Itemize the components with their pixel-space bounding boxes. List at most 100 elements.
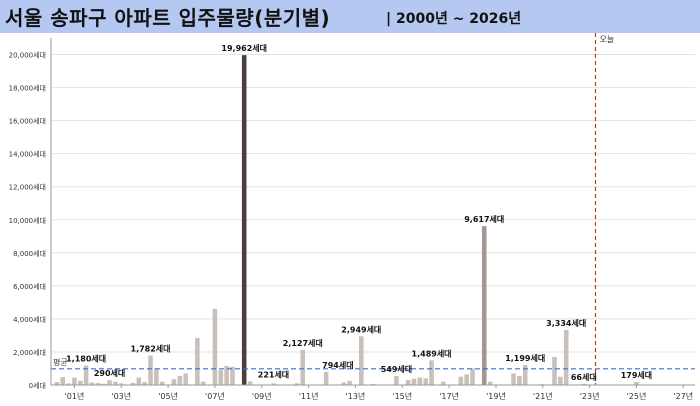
data-label: 1,180세대: [66, 354, 106, 364]
y-tick-label: 8,000세대: [13, 249, 46, 258]
bar: [394, 375, 399, 385]
bar: [405, 380, 411, 385]
bar: [113, 381, 118, 385]
x-tick-label: '19년: [486, 391, 506, 401]
bar: [429, 360, 434, 385]
chart-subtitle: | 2000년 ~ 2026년: [386, 11, 522, 27]
data-label: 794세대: [322, 360, 353, 370]
y-tick-label: 12,000세대: [9, 183, 46, 192]
bar: [511, 373, 516, 385]
title-bar: 서울 송파구 아파트 입주물량(분기별) | 2000년 ~ 2026년: [0, 0, 700, 33]
bar: [552, 356, 557, 385]
bar: [183, 373, 188, 385]
x-tick-label: '11년: [299, 391, 319, 401]
data-label: 1,782세대: [131, 344, 171, 354]
bar: [72, 377, 77, 385]
data-label: 549세대: [381, 364, 412, 374]
bar: [294, 383, 300, 385]
bar-chart: 평균 오늘 1,180세대 290세대 1,782세대 19,962세대 221세대 2,1…: [9, 33, 695, 401]
bar: [77, 380, 83, 385]
bar: [224, 365, 229, 385]
data-label: 9,617세대: [464, 214, 504, 224]
bar: [487, 381, 493, 385]
bar: [54, 382, 60, 385]
bar: [60, 377, 65, 385]
data-label: 2,127세대: [283, 338, 323, 348]
grid-layer: [51, 54, 695, 386]
x-tick-label: '15년: [392, 391, 412, 401]
bar: [195, 337, 200, 385]
bar: [136, 377, 142, 385]
x-tick-label: '01년: [65, 391, 85, 401]
data-label: 221세대: [258, 369, 289, 379]
bar: [130, 382, 136, 385]
bar: [634, 382, 639, 385]
x-tick-label: '17년: [439, 391, 459, 401]
bar: [241, 55, 247, 386]
y-tick-label: 16,000세대: [9, 117, 46, 126]
bar: [522, 365, 528, 385]
bar: [323, 371, 329, 385]
average-label: 평균: [53, 357, 68, 367]
bar: [148, 355, 153, 385]
data-label: 19,962세대: [221, 43, 267, 53]
bar: [481, 226, 487, 385]
bar: [154, 368, 159, 385]
axis-layer: 0세대 2,000세대 4,000세대 6,000세대 8,000세대 10,000세대 1…: [9, 38, 695, 401]
chart-title: 서울 송파구 아파트 입주물량(분기별): [5, 6, 331, 30]
bar: [417, 377, 423, 385]
today-label: 오늘: [599, 35, 614, 44]
data-label: 66세대: [571, 372, 597, 382]
bar: [142, 382, 147, 385]
bar: [171, 379, 177, 385]
bar: [411, 378, 417, 385]
data-label-layer: 1,180세대 290세대 1,782세대 19,962세대 221세대 2,127세대 7…: [66, 43, 652, 382]
data-label: 1,489세대: [412, 348, 452, 358]
bar: [230, 366, 235, 385]
bar: [458, 376, 464, 385]
bar: [95, 383, 101, 385]
bar: [423, 378, 428, 385]
bar: [300, 349, 306, 385]
reference-layer: 평균 오늘: [51, 33, 695, 385]
data-label: 2,949세대: [341, 324, 381, 334]
data-label: 179세대: [621, 370, 652, 380]
x-tick-label: '13년: [346, 391, 366, 401]
bar: [271, 383, 276, 385]
data-label: 1,199세대: [505, 353, 545, 363]
x-tick-label: '09년: [252, 391, 272, 401]
x-tick-label: '23년: [580, 391, 600, 401]
bar: [247, 381, 253, 385]
x-tick-label: '07년: [205, 391, 225, 401]
y-tick-label: 6,000세대: [13, 282, 46, 291]
x-tick-label: '05년: [158, 391, 178, 401]
bar: [464, 374, 469, 385]
bar: [558, 376, 563, 385]
x-tick-label: '21년: [533, 391, 553, 401]
bar: [107, 380, 112, 385]
x-tick-label: '03년: [111, 391, 131, 401]
bar: [517, 375, 522, 385]
y-tick-label: 10,000세대: [9, 216, 46, 225]
y-tick-label: 18,000세대: [9, 84, 46, 93]
bar: [159, 381, 165, 385]
bar: [89, 382, 95, 385]
bar: [177, 375, 183, 385]
data-label: 290세대: [94, 368, 125, 378]
bar: [581, 383, 587, 385]
x-tick-label: '27년: [673, 391, 693, 401]
bar: [218, 370, 224, 385]
bar-layer: [54, 55, 639, 386]
bar: [563, 329, 569, 385]
y-tick-label: 14,000세대: [9, 150, 46, 159]
bar: [200, 381, 206, 385]
data-label: 3,334세대: [546, 318, 586, 328]
bar: [66, 383, 71, 385]
y-tick-label: 0세대: [29, 381, 46, 390]
y-tick-label: 2,000세대: [13, 348, 46, 357]
bar: [341, 382, 347, 385]
bar: [347, 380, 352, 385]
bar: [440, 381, 446, 385]
bar: [83, 365, 89, 385]
y-tick-label: 4,000세대: [13, 315, 46, 324]
